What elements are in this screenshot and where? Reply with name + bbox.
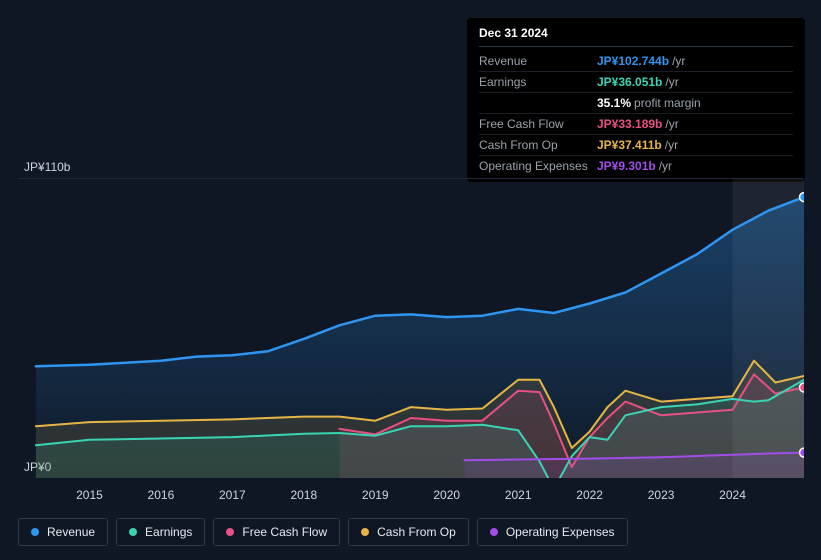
x-tick-label: 2023 <box>648 488 675 502</box>
x-tick-label: 2020 <box>433 488 460 502</box>
legend-label: Cash From Op <box>377 525 456 539</box>
tooltip-row-label: Cash From Op <box>479 138 597 152</box>
x-tick-label: 2015 <box>76 488 103 502</box>
x-tick-label: 2018 <box>290 488 317 502</box>
tooltip-row-value: JP¥33.189b <box>597 117 662 131</box>
tooltip-row-value: JP¥37.411b <box>597 138 662 152</box>
legend-dot-icon <box>226 528 234 536</box>
tooltip-row-value-wrap: JP¥9.301b/yr <box>597 159 672 173</box>
legend-item-revenue[interactable]: Revenue <box>18 518 108 546</box>
tooltip-row-unit: profit margin <box>634 96 701 110</box>
tooltip-row-label: Free Cash Flow <box>479 117 597 131</box>
legend-dot-icon <box>129 528 137 536</box>
tooltip-row-unit: /yr <box>672 54 685 68</box>
tooltip-row-value-wrap: JP¥37.411b/yr <box>597 138 678 152</box>
x-tick-label: 2019 <box>362 488 389 502</box>
tooltip-row-value: JP¥36.051b <box>597 75 662 89</box>
tooltip-row-unit: /yr <box>665 75 678 89</box>
legend-item-fcf[interactable]: Free Cash Flow <box>213 518 340 546</box>
legend-item-cashop[interactable]: Cash From Op <box>348 518 469 546</box>
x-tick-label: 2022 <box>576 488 603 502</box>
y-max-label: JP¥110b <box>24 160 70 174</box>
tooltip-row: Operating ExpensesJP¥9.301b/yr <box>479 156 793 176</box>
legend-item-opex[interactable]: Operating Expenses <box>477 518 628 546</box>
tooltip-date: Dec 31 2024 <box>479 26 793 47</box>
x-tick-label: 2016 <box>148 488 175 502</box>
tooltip-row-label <box>479 96 597 110</box>
legend-label: Earnings <box>145 525 192 539</box>
tooltip-row-value-wrap: JP¥33.189b/yr <box>597 117 679 131</box>
tooltip-row-value: JP¥102.744b <box>597 54 669 68</box>
tooltip-row-value: JP¥9.301b <box>597 159 656 173</box>
tooltip-row-label: Revenue <box>479 54 597 68</box>
tooltip-row-unit: /yr <box>665 117 678 131</box>
x-tick-label: 2024 <box>719 488 746 502</box>
tooltip-row-value-wrap: JP¥36.051b/yr <box>597 75 679 89</box>
x-tick-label: 2017 <box>219 488 246 502</box>
chart-plot-area[interactable] <box>18 178 804 478</box>
tooltip-row-value: 35.1% <box>597 96 631 110</box>
legend-label: Revenue <box>47 525 95 539</box>
tooltip-row: RevenueJP¥102.744b/yr <box>479 51 793 72</box>
tooltip-row: 35.1%profit margin <box>479 93 793 114</box>
chart-svg <box>18 178 804 478</box>
legend-dot-icon <box>361 528 369 536</box>
tooltip-row-label: Operating Expenses <box>479 159 597 173</box>
tooltip-row-value-wrap: 35.1%profit margin <box>597 96 701 110</box>
tooltip-row-unit: /yr <box>659 159 672 173</box>
tooltip-row: EarningsJP¥36.051b/yr <box>479 72 793 93</box>
x-axis-labels: 2015 2016 2017 2018 2019 2020 2021 2022 2023 2024 <box>18 488 804 508</box>
tooltip-row: Cash From OpJP¥37.411b/yr <box>479 135 793 156</box>
legend-label: Operating Expenses <box>506 525 615 539</box>
legend-label: Free Cash Flow <box>242 525 327 539</box>
legend-dot-icon <box>490 528 498 536</box>
chart-legend: Revenue Earnings Free Cash Flow Cash From O… <box>18 518 628 546</box>
tooltip-row-value-wrap: JP¥102.744b/yr <box>597 54 685 68</box>
legend-dot-icon <box>31 528 39 536</box>
chart-tooltip: Dec 31 2024 RevenueJP¥102.744b/yrEarning… <box>467 18 805 182</box>
tooltip-row-unit: /yr <box>665 138 678 152</box>
tooltip-row-label: Earnings <box>479 75 597 89</box>
x-tick-label: 2021 <box>505 488 532 502</box>
tooltip-row: Free Cash FlowJP¥33.189b/yr <box>479 114 793 135</box>
legend-item-earnings[interactable]: Earnings <box>116 518 205 546</box>
